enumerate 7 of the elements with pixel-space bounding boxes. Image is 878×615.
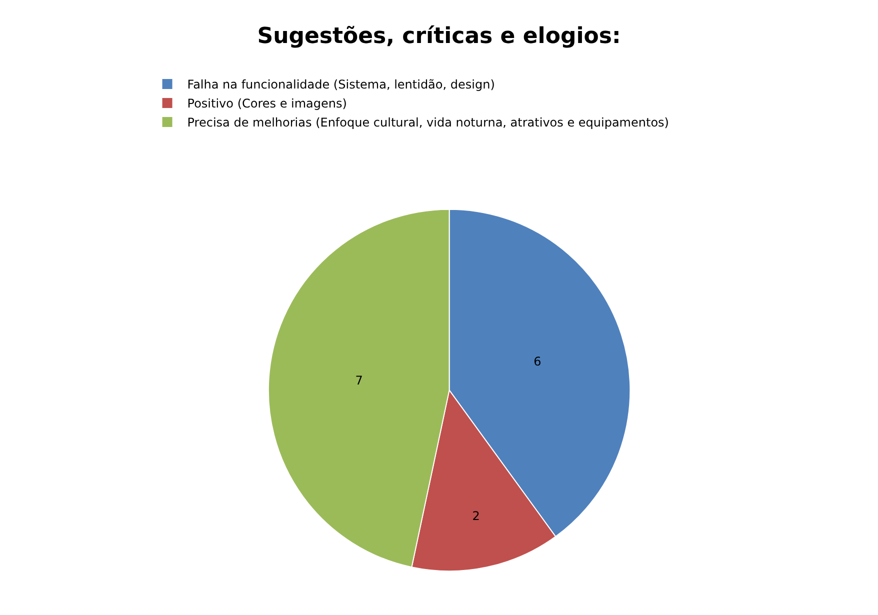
legend-label: Positivo (Cores e imagens) <box>187 96 347 111</box>
data-label: 2 <box>472 508 480 523</box>
data-label: 7 <box>355 374 363 388</box>
legend-label: Precisa de melhorias (Enfoque cultural, vida noturna, atrativos e equipamentos) <box>187 116 669 130</box>
legend-label: Falha na funcionalidade (Sistema, lentidão, design) <box>187 78 495 92</box>
chart-title: Sugestões, críticas e elogios: <box>257 24 621 50</box>
data-label: 6 <box>534 354 542 369</box>
